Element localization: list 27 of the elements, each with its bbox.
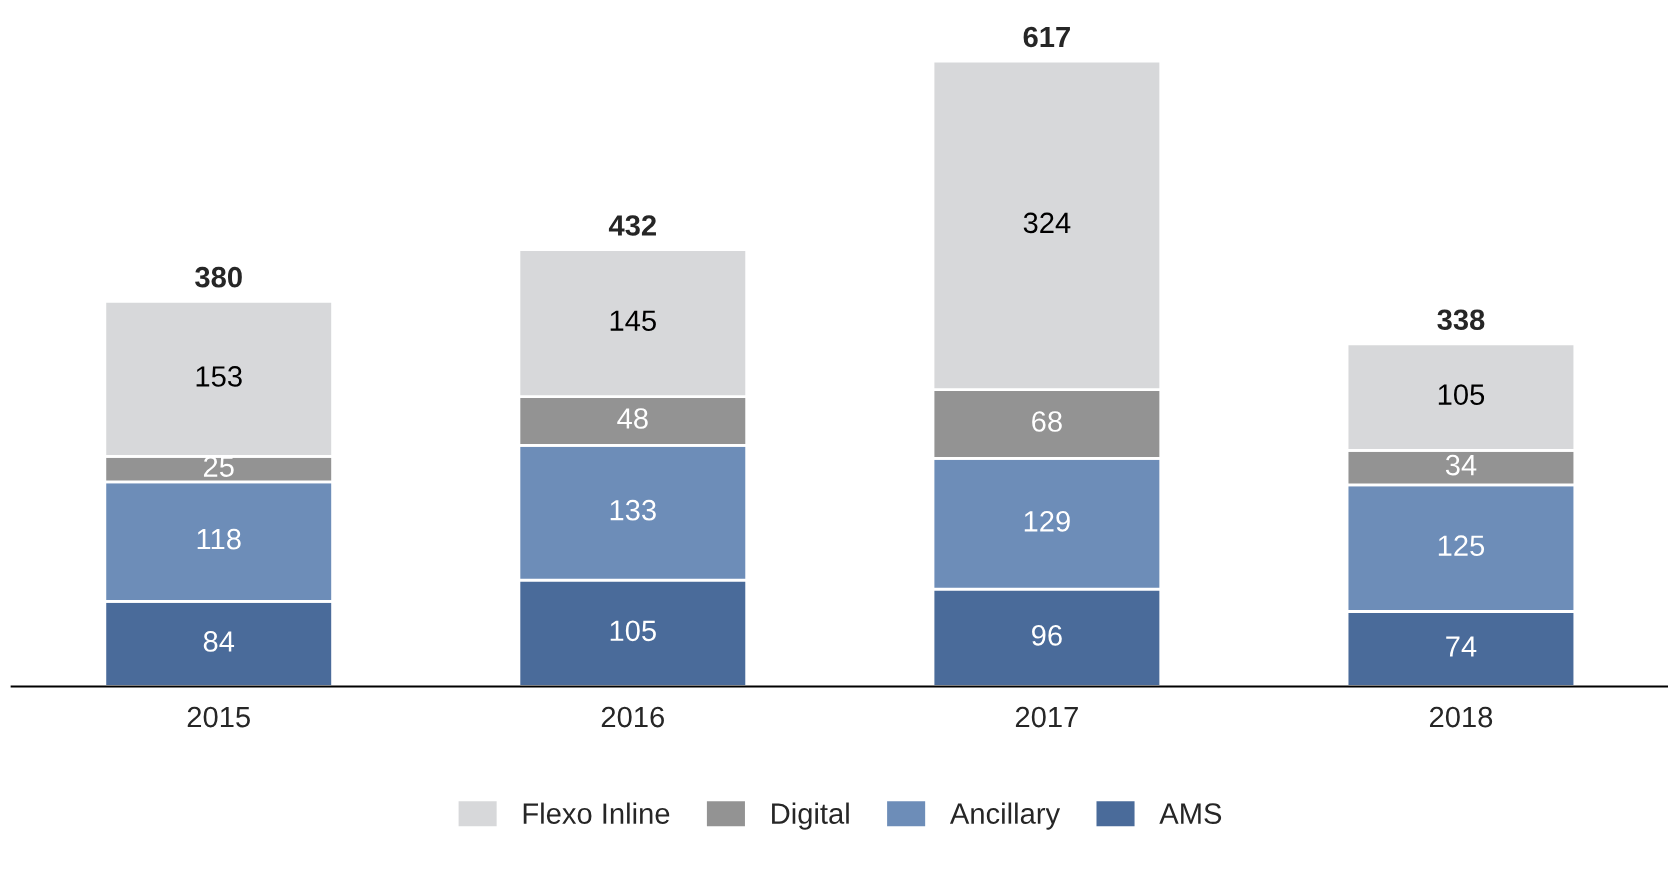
legend-label: Flexo Inline — [523, 802, 670, 824]
data-label: 125 — [1438, 535, 1485, 556]
data-label: 96 — [1032, 625, 1062, 646]
data-label: 48 — [617, 408, 648, 429]
x-tick-label: 2016 — [601, 706, 664, 728]
legend-label: Digital — [772, 802, 849, 830]
data-label: 145 — [610, 310, 656, 331]
total-label: 617 — [1023, 26, 1070, 48]
legend-label: AMS — [1159, 803, 1222, 824]
data-label: 153 — [196, 366, 242, 387]
data-label: 84 — [203, 631, 235, 652]
data-label: 105 — [1438, 384, 1485, 405]
data-label: 68 — [1032, 411, 1062, 432]
data-label: 324 — [1023, 212, 1071, 234]
data-label: 129 — [1024, 511, 1070, 532]
legend-label: Ancillary — [949, 802, 1061, 830]
total-label: 338 — [1437, 309, 1485, 331]
x-tick-label: 2018 — [1429, 706, 1493, 728]
data-label: 118 — [197, 528, 241, 550]
x-tick-label: 2015 — [187, 706, 250, 728]
data-label: 133 — [610, 499, 656, 521]
total-label: 380 — [195, 266, 242, 288]
total-label: 432 — [608, 215, 656, 236]
data-label: 105 — [610, 620, 656, 642]
x-tick-label: 2017 — [1015, 706, 1078, 728]
data-label: 74 — [1446, 636, 1477, 657]
data-label: 34 — [1445, 454, 1477, 476]
